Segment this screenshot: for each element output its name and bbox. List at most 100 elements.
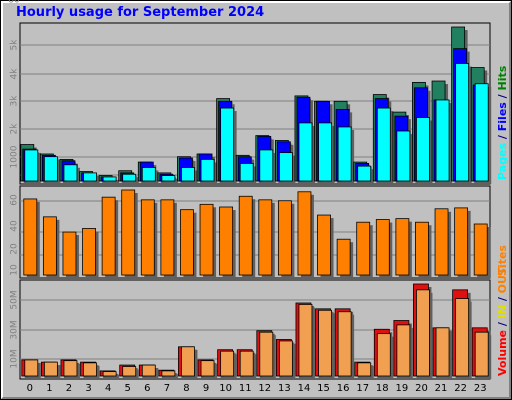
middle-side-label: Sites: [496, 245, 509, 276]
x-tick-label: 16: [337, 383, 350, 394]
x-tick-label: 15: [317, 383, 330, 394]
out-bar: [396, 324, 411, 377]
out-bar: [141, 364, 156, 377]
out-bar: [181, 346, 195, 377]
out-bar: [337, 311, 352, 377]
sites-bar: [121, 189, 136, 276]
x-tick-label: 21: [435, 383, 448, 394]
sites-bar: [454, 207, 469, 276]
sites-bar: [434, 208, 449, 276]
x-tick-label: 14: [298, 383, 311, 394]
out-bar: [259, 331, 274, 377]
bottom-side-label-part: OUT: [496, 267, 509, 293]
top-side-label-part: Files: [496, 102, 509, 132]
bottom-side-label: Volume / IN / OUT: [496, 267, 509, 376]
x-tick-label: 11: [239, 383, 252, 394]
files-bar: [141, 167, 156, 182]
files-bar: [43, 156, 58, 182]
out-bar: [318, 309, 332, 377]
chart-title: Hourly usage for September 2024: [16, 5, 265, 20]
x-tick-label: 8: [183, 383, 189, 394]
out-bar: [83, 362, 97, 377]
sites-bar: [297, 191, 312, 276]
sites-bar: [140, 199, 155, 276]
files-bar: [357, 165, 372, 182]
files-bar: [318, 122, 332, 182]
out-bar-shadow: [164, 373, 178, 379]
files-bar: [63, 164, 78, 182]
files-bar: [220, 107, 235, 182]
x-tick-label: 9: [203, 383, 209, 394]
x-tick-label: 17: [356, 383, 369, 394]
sites-bar: [62, 231, 77, 276]
x-tick-label: 19: [396, 383, 409, 394]
out-bar: [278, 340, 293, 377]
files-bar: [396, 130, 411, 182]
files-bar: [455, 63, 470, 182]
files-bar: [239, 163, 254, 182]
top-y-tick-label: 2k: [10, 123, 20, 135]
x-tick-label: 23: [474, 383, 487, 394]
middle-y-tick-label: 80: [8, 0, 20, 6]
sites-bar: [199, 203, 214, 276]
bottom-side-label-part: Volume: [496, 330, 509, 376]
top-side-label-part: /: [496, 131, 509, 143]
sites-bar: [101, 196, 116, 276]
out-bar: [220, 350, 235, 377]
out-bar: [122, 366, 137, 377]
out-bar: [102, 371, 117, 377]
out-bar-shadow: [106, 374, 120, 379]
top-side-label: Pages / Files / Hits: [496, 65, 509, 180]
top-y-tick-label: 3k: [10, 95, 20, 107]
bottom-y-tick-label: 10M: [10, 349, 20, 368]
sites-bar: [336, 238, 351, 276]
files-bar: [102, 176, 117, 182]
x-tick-label: 22: [454, 383, 467, 394]
out-bar: [239, 350, 254, 377]
top-y-tick-label: 4k: [10, 68, 20, 80]
x-tick-label: 10: [219, 383, 232, 394]
x-tick-label: 6: [144, 383, 150, 394]
sites-bar: [317, 214, 331, 276]
x-tick-label: 4: [105, 383, 111, 394]
bottom-side-label-part: IN: [496, 305, 509, 318]
x-tick-label: 1: [46, 383, 52, 394]
files-bar: [161, 175, 176, 182]
sites-bar: [356, 221, 371, 276]
sites-bar: [375, 219, 390, 276]
files-bar: [278, 152, 293, 182]
out-bar: [43, 361, 58, 377]
sites-bar: [82, 228, 96, 276]
out-bar: [474, 331, 489, 377]
top-side-label-part: Hits: [496, 65, 509, 90]
x-tick-label: 5: [125, 383, 131, 394]
files-bar: [435, 99, 450, 182]
sites-bar: [238, 195, 253, 276]
bottom-y-tick-label: 30M: [10, 320, 20, 339]
middle-y-tick-label: 20: [10, 243, 20, 255]
files-bar: [298, 122, 313, 182]
top-side-label-part: Pages: [496, 142, 509, 180]
x-tick-label: 3: [85, 383, 91, 394]
sites-bar: [160, 199, 175, 276]
files-bar: [259, 149, 274, 182]
x-tick-label: 2: [66, 383, 72, 394]
x-tick-label: 18: [376, 383, 389, 394]
top-y-tick-label: 5k: [10, 39, 20, 51]
x-tick-label: 7: [164, 383, 170, 394]
sites-bar: [23, 198, 38, 276]
sites-bar: [180, 209, 194, 276]
sites-bar: [415, 221, 429, 276]
files-bar: [181, 167, 195, 182]
sites-bar: [277, 200, 292, 276]
out-bar: [435, 327, 450, 377]
sites-bar: [219, 206, 234, 276]
x-tick-label: 0: [27, 383, 33, 394]
files-bar-shadow: [106, 179, 120, 184]
out-bar: [416, 289, 430, 377]
bottom-side-label-part: /: [496, 293, 509, 305]
files-bar: [83, 172, 97, 182]
middle-y-tick-label: 40: [10, 220, 20, 232]
